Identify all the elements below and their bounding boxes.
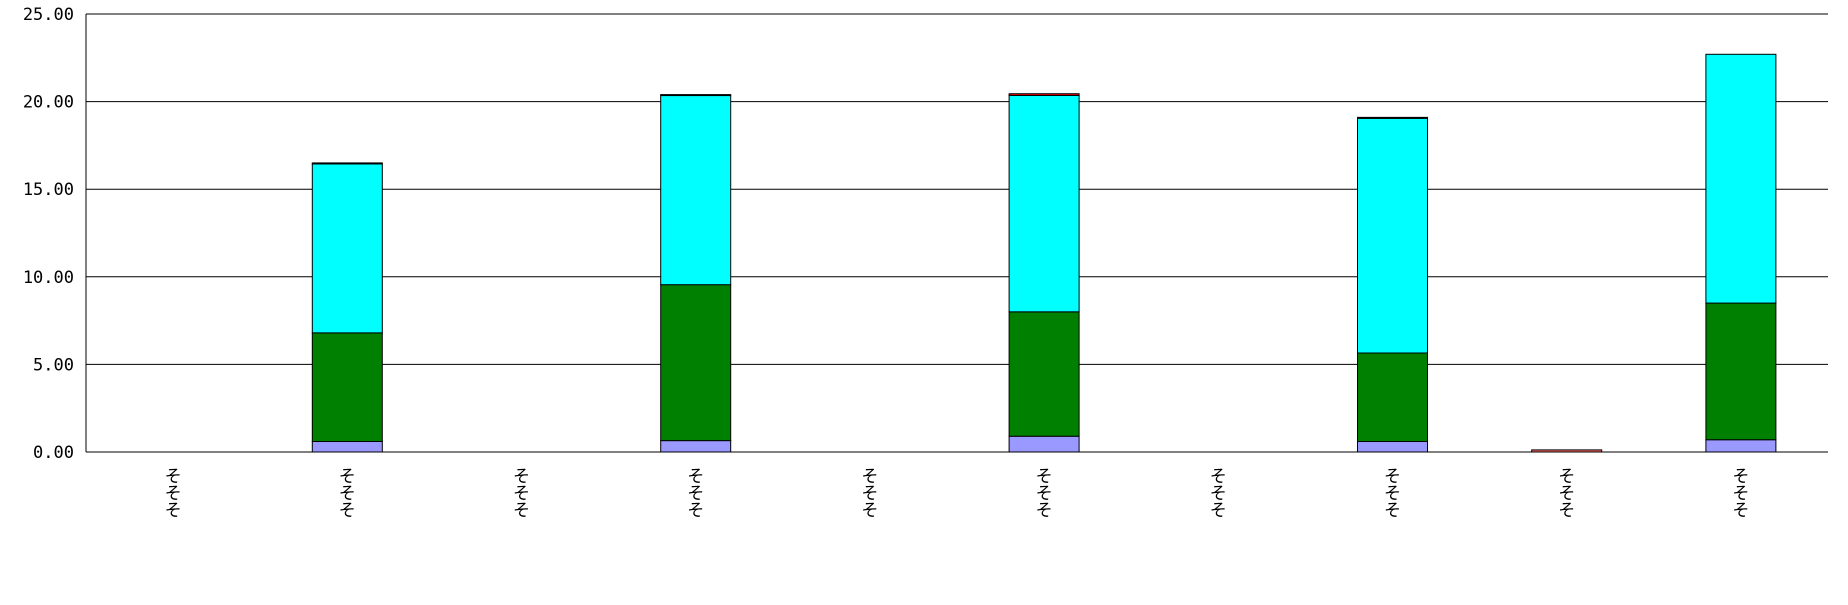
- bar-segment: [1008, 93, 1080, 96]
- bar-segment: [1705, 53, 1777, 304]
- bar-segment: [660, 94, 732, 286]
- bar-segment: [311, 162, 383, 165]
- bar-segment: [311, 332, 383, 442]
- y-tick-label: 0.00: [33, 443, 74, 463]
- y-tick-label: 25.00: [23, 5, 74, 25]
- x-tick-label: そそそ: [513, 467, 530, 521]
- x-tick-label: そそそ: [339, 467, 356, 521]
- x-tick-label: そそそ: [1036, 467, 1053, 521]
- y-axis: 0.00 5.00 10.00 15.00 20.00 25.00: [23, 5, 87, 463]
- bars: [311, 53, 1777, 453]
- x-tick-label: そそそ: [861, 467, 878, 521]
- x-tick-label: そそそ: [1732, 467, 1749, 521]
- y-tick-label: 5.00: [33, 355, 74, 375]
- bar-segment: [660, 94, 732, 97]
- y-tick-label: 15.00: [23, 180, 74, 200]
- bar-segment: [1008, 311, 1080, 437]
- bar-segment: [1357, 117, 1428, 354]
- bar-segment: [660, 440, 732, 453]
- x-tick-label: そそそ: [687, 467, 704, 521]
- bar-segment: [1705, 439, 1777, 453]
- bar-segment: [1008, 435, 1080, 453]
- x-tick-label: そそそ: [1384, 467, 1401, 521]
- x-tick-label: そそそ: [1558, 467, 1575, 521]
- bar-segment: [1357, 116, 1428, 119]
- bar-segment: [1357, 352, 1428, 442]
- y-tick-label: 20.00: [23, 93, 74, 113]
- x-tick-label: そそそ: [1210, 467, 1227, 521]
- x-axis: そそそ そそそ そそそ そそそ そそそ そそそ そそそ そそそ そそそ そそそ: [86, 451, 1828, 521]
- bar-segment: [1705, 302, 1777, 441]
- bar-segment: [311, 440, 383, 453]
- bar-segment: [1357, 440, 1428, 453]
- bar-segment: [660, 284, 732, 442]
- bar-segment: [1008, 94, 1080, 313]
- x-tick-label: そそそ: [165, 467, 182, 521]
- bar-segment: [311, 163, 383, 334]
- y-tick-label: 10.00: [23, 268, 74, 288]
